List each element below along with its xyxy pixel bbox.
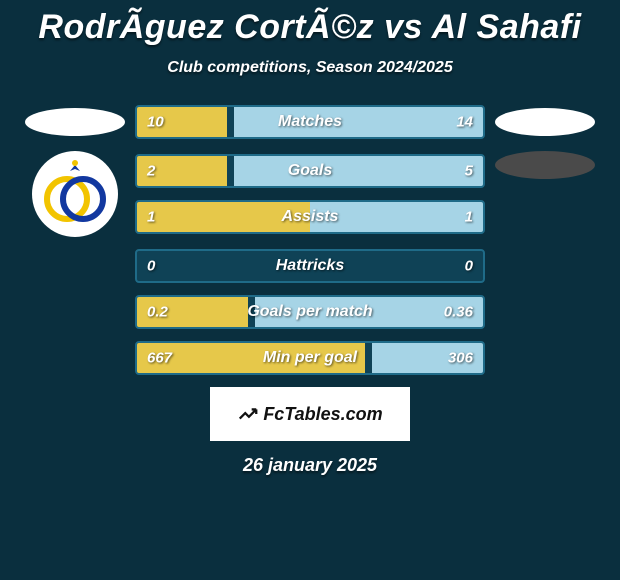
bar-fill-left <box>137 107 227 137</box>
bar-fill-right <box>234 107 483 137</box>
club-badge-icon <box>40 159 110 229</box>
left-slot <box>15 108 135 136</box>
stat-row: 667 306 Min per goal <box>0 341 620 375</box>
stat-bar-assists: 1 1 Assists <box>135 200 485 234</box>
branding-box: FcTables.com <box>210 387 410 441</box>
stat-bar-goals: 2 5 Goals <box>135 154 485 188</box>
stat-row: 10 14 Matches <box>0 105 620 139</box>
bar-fill-right <box>255 297 483 327</box>
bar-fill-left <box>137 297 248 327</box>
branding-text: FcTables.com <box>263 404 382 425</box>
bar-fill-left <box>137 156 227 186</box>
right-slot <box>485 108 605 136</box>
bar-fill-right <box>372 343 483 373</box>
bar-fill-right <box>234 156 483 186</box>
right-slot <box>485 151 605 179</box>
stat-label: Hattricks <box>137 257 483 275</box>
chart-icon <box>237 403 259 425</box>
stat-left-value: 0 <box>147 258 155 275</box>
page-title: RodrÃ­guez CortÃ©z vs Al Sahafi <box>0 0 620 47</box>
date-text: 26 january 2025 <box>0 455 620 476</box>
stat-row: 0.2 0.36 Goals per match <box>0 295 620 329</box>
stat-bar-mpg: 667 306 Min per goal <box>135 341 485 375</box>
stat-row: 0 0 Hattricks <box>0 249 620 283</box>
player-right-ellipse <box>495 108 595 136</box>
bar-fill-left <box>137 343 365 373</box>
stat-bar-hattricks: 0 0 Hattricks <box>135 249 485 283</box>
bar-fill-right <box>310 202 483 232</box>
player-left-ellipse <box>25 108 125 136</box>
left-slot <box>15 151 135 237</box>
club-badge-left <box>32 151 118 237</box>
comparison-chart: 10 14 Matches 2 5 <box>0 105 620 375</box>
bar-fill-left <box>137 202 310 232</box>
stat-bar-matches: 10 14 Matches <box>135 105 485 139</box>
stat-row: 2 5 Goals 1 1 Assists <box>0 151 620 237</box>
stat-right-value: 0 <box>465 258 473 275</box>
player-right-ellipse-2 <box>495 151 595 179</box>
stat-bar-gpm: 0.2 0.36 Goals per match <box>135 295 485 329</box>
page-subtitle: Club competitions, Season 2024/2025 <box>0 59 620 77</box>
